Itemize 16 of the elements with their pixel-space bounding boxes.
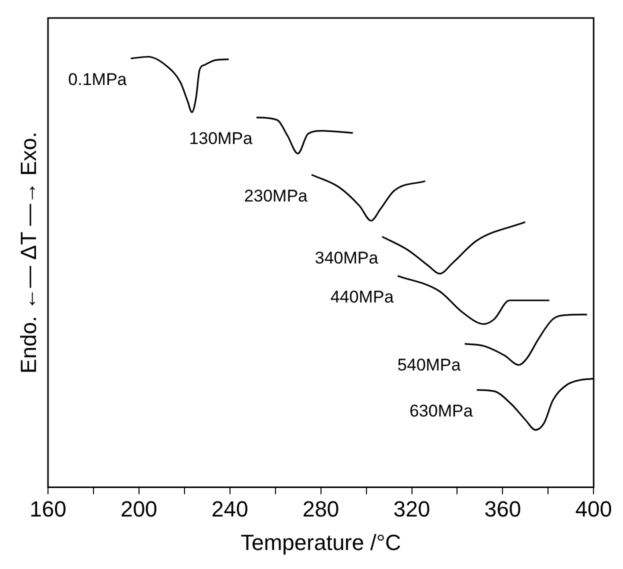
x-tick-label: 240 — [212, 496, 248, 522]
series-label: 540MPa — [397, 356, 462, 375]
x-tick-label: 320 — [393, 496, 430, 522]
series-label: 230MPa — [244, 186, 308, 206]
series-label: 630MPa — [409, 402, 474, 421]
series-label: 340MPa — [314, 248, 379, 268]
x-tick-label: 400 — [575, 496, 612, 522]
x-tick-label: 160 — [30, 496, 66, 522]
series-label: 0.1MPa — [68, 70, 128, 90]
x-tick-label: 280 — [302, 496, 340, 522]
series-label: 130MPa — [189, 129, 254, 148]
y-axis-title: Endo. ←— ΔT —→ Exo. — [16, 132, 42, 374]
series-label: 440MPa — [330, 288, 394, 307]
x-tick-label: 360 — [484, 496, 522, 522]
x-tick-label: 200 — [120, 496, 158, 522]
x-axis-title: Temperature /°C — [240, 530, 402, 555]
